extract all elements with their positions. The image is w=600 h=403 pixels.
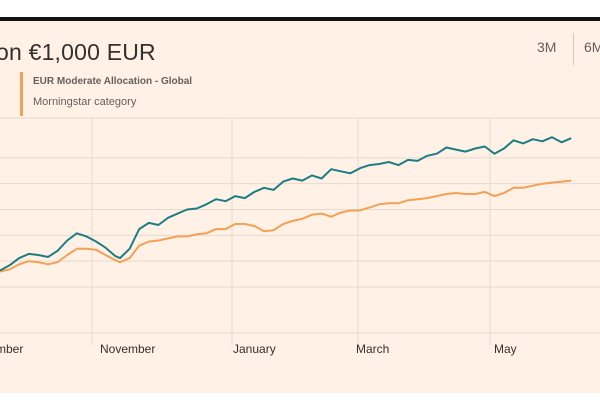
- category-legend-subtitle: Morningstar category: [33, 96, 137, 108]
- x-tick-label: January: [233, 342, 276, 356]
- page-top-whitespace: [0, 0, 600, 17]
- x-tick-label: March: [356, 342, 389, 356]
- category-legend-swatch: [20, 72, 23, 116]
- page-bottom-whitespace: [0, 393, 600, 403]
- range-6m-button[interactable]: 6M: [584, 39, 600, 55]
- series-line-category: [0, 179, 572, 273]
- chart-panel: [0, 21, 600, 393]
- top-rule: [0, 17, 600, 21]
- chart-series: [0, 136, 572, 273]
- chart-gridlines: [0, 117, 600, 345]
- series-line-fund: [0, 136, 572, 272]
- x-tick-label: November: [100, 342, 155, 356]
- category-legend-name: EUR Moderate Allocation - Global: [33, 76, 193, 87]
- x-axis-ticks: mber November January March May: [0, 342, 517, 356]
- chart-title: on €1,000 EUR: [0, 39, 156, 65]
- x-tick-label: mber: [0, 342, 23, 356]
- range-3m-button[interactable]: 3M: [537, 39, 557, 55]
- x-tick-label: May: [494, 342, 517, 356]
- range-divider: [573, 33, 574, 65]
